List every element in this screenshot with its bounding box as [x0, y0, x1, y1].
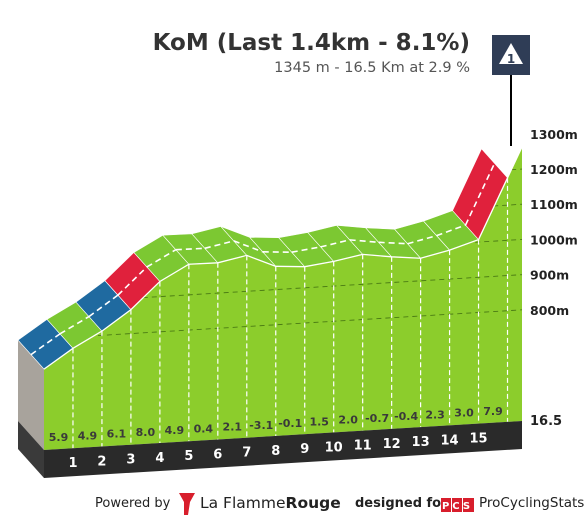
x-tick-label: 1 — [68, 456, 77, 471]
segment-gradient-label: 8.0 — [136, 426, 156, 439]
segment-gradient-label: 4.9 — [78, 429, 98, 442]
profile-centre-line — [233, 240, 264, 253]
profile-centre-line — [378, 241, 408, 245]
segment-gradient-label: 6.1 — [107, 428, 127, 441]
y-tick-label: 800m — [530, 303, 569, 318]
profile-centre-line — [204, 240, 234, 250]
y-tick-label: 900m — [530, 268, 569, 283]
segment-gradient-label: 7.9 — [483, 405, 503, 418]
x-tick-label: 3 — [126, 453, 135, 468]
profile-centre-line — [59, 315, 90, 335]
x-tick-label: 13 — [412, 435, 430, 450]
chart-subtitle: 1345 m - 16.5 Km at 2.9 % — [274, 60, 470, 76]
segment-gradient-label: -3.1 — [249, 419, 273, 432]
flamme-rouge-brand: La FlammeRouge — [200, 494, 341, 512]
chart-title: KoM (Last 1.4km - 8.1%) — [152, 30, 470, 56]
segment-gradient-label: 2.3 — [425, 408, 445, 421]
footer: Powered by La FlammeRouge designed for P… — [0, 490, 585, 518]
profile-centre-line — [291, 246, 321, 253]
powered-by-label: Powered by — [95, 496, 171, 511]
segment-gradient-label: 1.5 — [309, 415, 329, 428]
profile-centre-line — [349, 239, 379, 244]
y-tick-label: 1300m — [530, 127, 578, 142]
y-tick-label: 1100m — [530, 197, 578, 212]
x-tick-label: 6 — [213, 447, 222, 462]
y-tick-label: 1000m — [530, 232, 578, 247]
x-tick-label: 4 — [155, 451, 164, 466]
elevation-profile-chart: 800m 900m 1000m 1100m 1200m 1300m 5.9 4.9 6.1 8.… — [17, 35, 578, 478]
x-tick-label: 15 — [469, 432, 487, 447]
altitude-gridline — [44, 309, 522, 340]
segment-gradient-label: 2.0 — [338, 414, 358, 427]
profile-centre-line — [88, 294, 119, 318]
profile-top-outline — [43, 146, 523, 370]
x-tick-label: 2 — [97, 454, 106, 469]
segment-gradient-label: -0.7 — [365, 412, 389, 425]
pcs-logo-icon: PCS — [441, 498, 474, 512]
profile-centre-line — [464, 163, 496, 226]
segment-gradient-label: 5.9 — [49, 431, 69, 444]
chart-header: KoM (Last 1.4km - 8.1%) 1345 m - 16.5 Km… — [153, 28, 470, 78]
profile-centre-line — [30, 333, 61, 356]
pcs-badge-text: PCS — [442, 501, 473, 512]
profile-centre-line — [146, 249, 177, 268]
flamme-brand-part-a: La Flamme — [200, 494, 286, 512]
x-tick-label: 12 — [383, 437, 401, 452]
profile-side-face — [18, 340, 44, 450]
altitude-gridline — [44, 274, 522, 305]
segment-gradient-label: -0.1 — [278, 417, 302, 430]
segment-gradient-label: 0.4 — [194, 422, 214, 435]
x-tick-label: 7 — [242, 446, 251, 461]
profile-centre-line — [436, 224, 466, 237]
kom-marker-label: 1 — [507, 52, 515, 66]
altitude-gridline — [44, 168, 522, 199]
flamme-rouge-logo-icon — [179, 493, 195, 515]
y-tick-label: 1200m — [530, 162, 578, 177]
kom-marker-triangle-icon — [499, 43, 523, 64]
profile-centre-line — [320, 239, 350, 248]
profile-front-face — [44, 147, 522, 450]
flamme-brand-part-b: Rouge — [285, 494, 341, 512]
designed-for-label: designed for — [355, 496, 448, 511]
x-tick-label: 5 — [184, 449, 193, 464]
altitude-gridline — [44, 147, 522, 164]
end-distance-label: 16.5 — [530, 414, 562, 429]
segment-gradient-label: -0.4 — [394, 410, 418, 423]
distance-base-side — [18, 421, 44, 478]
segment-gradient-label: 3.0 — [454, 407, 474, 420]
profile-centre-line — [407, 234, 437, 245]
segment-gradient-label: 2.1 — [223, 421, 243, 434]
kom-marker: 1 — [492, 35, 530, 146]
x-tick-label: 8 — [271, 444, 280, 459]
pcs-brand-text: ProCyclingStats — [479, 495, 585, 511]
profile-centre-line — [175, 247, 205, 251]
profile-centre-line — [117, 266, 148, 296]
x-tick-label: 14 — [441, 433, 459, 448]
x-tick-label: 11 — [354, 439, 372, 454]
segment-gradient-label: 4.9 — [165, 424, 185, 437]
x-tick-label: 10 — [325, 440, 343, 455]
x-tick-label: 9 — [300, 442, 309, 457]
distance-base-band — [44, 421, 522, 478]
